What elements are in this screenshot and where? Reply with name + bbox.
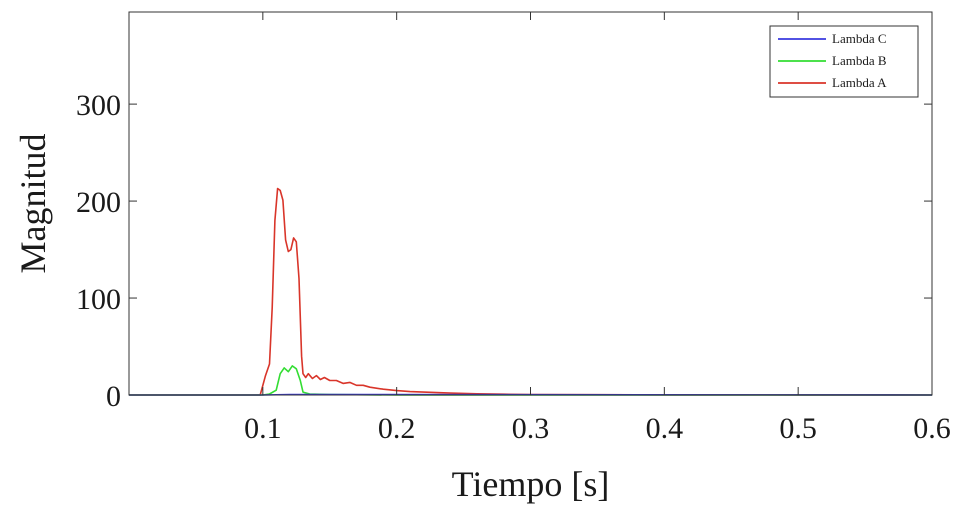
x-tick-label: 0.3 xyxy=(512,412,550,445)
axis-ticks xyxy=(129,12,933,396)
x-axis-label: Tiempo [s] xyxy=(452,464,610,504)
x-tick-label: 0.5 xyxy=(779,412,817,445)
x-tick-label: 0.2 xyxy=(378,412,416,445)
x-tick-label: 0.1 xyxy=(244,412,282,445)
y-tick-label: 0 xyxy=(106,380,121,413)
y-tick-label: 100 xyxy=(76,283,121,316)
y-tick-label: 200 xyxy=(76,186,121,219)
x-tick-label: 0.6 xyxy=(913,412,951,445)
series-line-lambda-a xyxy=(129,187,933,396)
y-tick-label: 300 xyxy=(76,89,121,122)
plot-lines xyxy=(129,187,933,396)
y-axis-label: Magnitud xyxy=(13,134,53,274)
legend-label: Lambda A xyxy=(832,75,887,90)
legend-label: Lambda B xyxy=(832,53,887,68)
x-tick-label: 0.4 xyxy=(646,412,684,445)
legend-label: Lambda C xyxy=(832,31,887,46)
legend: Lambda C Lambda B Lambda A xyxy=(769,25,919,98)
tick-labels: 0.1 0.2 0.3 0.4 0.5 0.6 0 100 200 300 xyxy=(76,89,951,445)
